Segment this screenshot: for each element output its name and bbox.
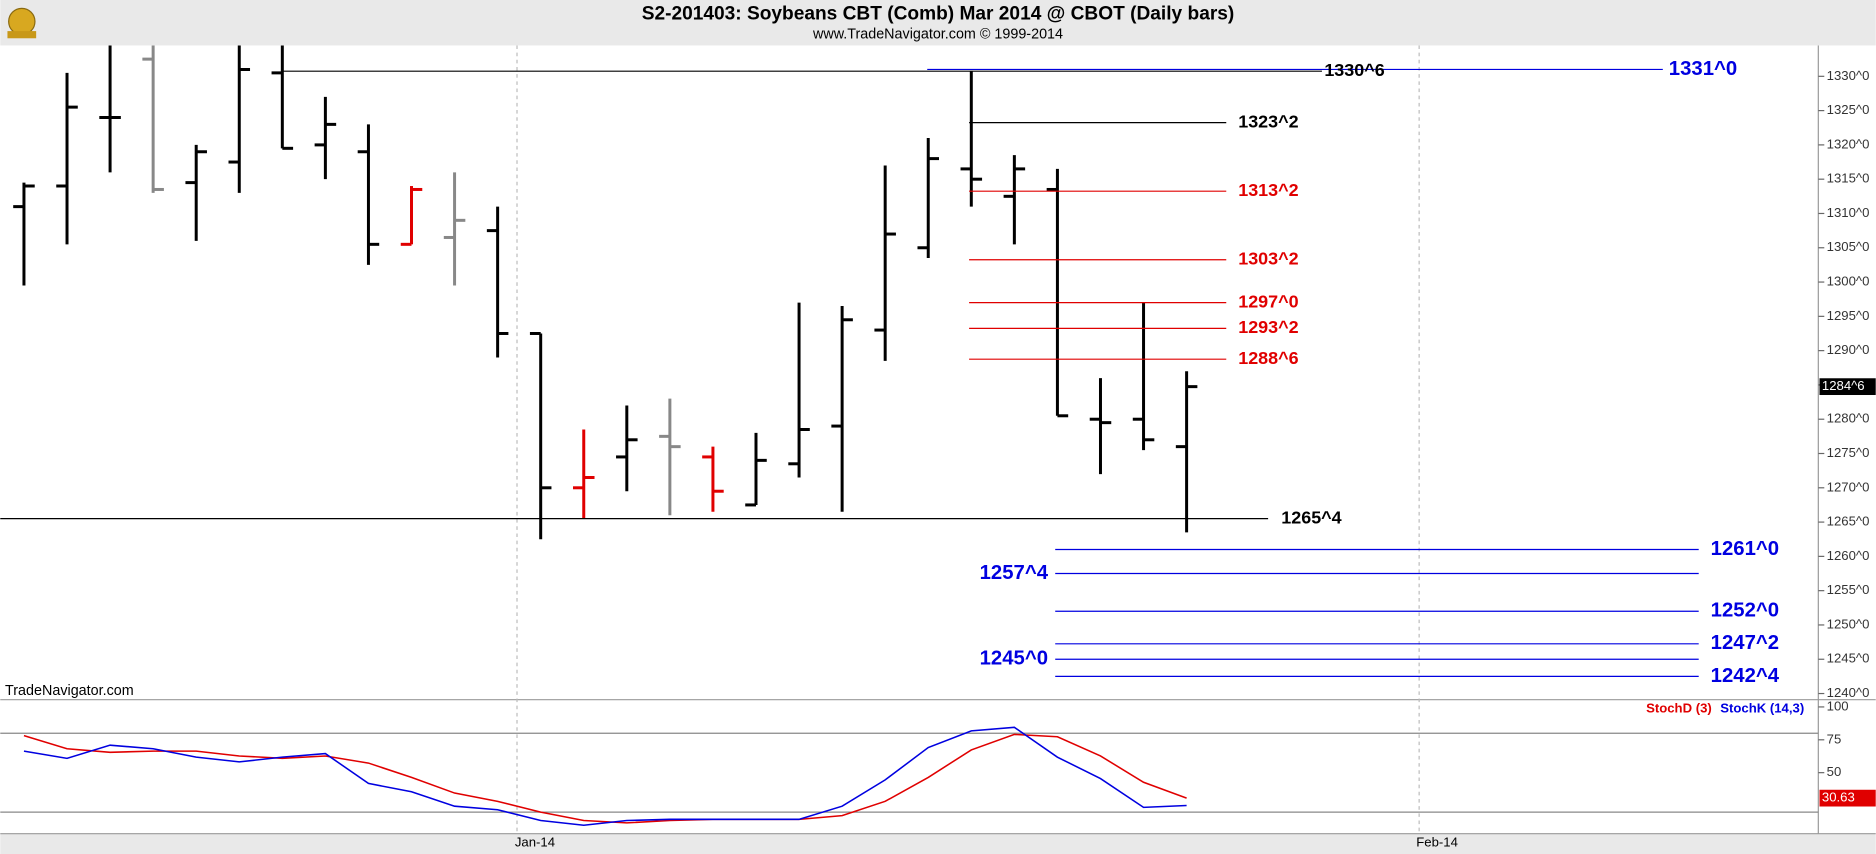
x-tick-label: Feb-14 [1416, 835, 1458, 850]
last-price-box [1819, 378, 1876, 396]
last-value-label: 30.63 [1822, 790, 1855, 805]
y-tick-label: 1290^0 [1827, 342, 1870, 357]
x-tick-label: Jan-14 [515, 835, 555, 850]
y-tick-label: 1280^0 [1827, 411, 1870, 426]
level-label: 1330^6 [1324, 60, 1384, 80]
logo [7, 7, 37, 39]
level-label: 1261^0 [1711, 538, 1779, 560]
y-tick-label: 1240^0 [1827, 685, 1870, 700]
y-tick-label: 1310^0 [1827, 205, 1870, 220]
y-tick-label: 1275^0 [1827, 445, 1870, 460]
y-tick-label: 1300^0 [1827, 274, 1870, 289]
chart-subtitle: www.TradeNavigator.com © 1999-2014 [812, 26, 1063, 42]
level-label: 1265^4 [1281, 507, 1341, 527]
level-label: 1331^0 [1669, 58, 1737, 80]
y-tick-label: 1260^0 [1827, 548, 1870, 563]
y-tick-label: 1320^0 [1827, 136, 1870, 151]
level-label: 1245^0 [980, 648, 1048, 670]
stoch-line [23, 733, 1187, 824]
y-tick-label: 1250^0 [1827, 616, 1870, 631]
legend-entry: StochD (3) [1646, 701, 1712, 716]
level-label: 1303^2 [1238, 248, 1298, 268]
y-tick-label: 1255^0 [1827, 582, 1870, 597]
level-label: 1242^4 [1711, 665, 1780, 687]
y-tick-label: 1295^0 [1827, 308, 1870, 323]
level-label: 1323^2 [1238, 111, 1298, 131]
level-label: 1252^0 [1711, 600, 1779, 622]
last-value-box [1819, 789, 1876, 807]
y-tick-label: 1315^0 [1827, 171, 1870, 186]
chart-title: S2-201403: Soybeans CBT (Comb) Mar 2014 … [642, 3, 1235, 24]
y-tick-label: 100 [1827, 698, 1849, 713]
y-tick-label: 1305^0 [1827, 239, 1870, 254]
level-label: 1293^2 [1238, 317, 1298, 337]
level-label: 1288^6 [1238, 348, 1298, 368]
last-price-label: 1284^6 [1822, 378, 1865, 393]
header [0, 0, 1876, 46]
level-label: 1313^2 [1238, 180, 1298, 200]
y-tick-label: 1325^0 [1827, 102, 1870, 117]
level-label: 1257^4 [980, 562, 1049, 584]
y-tick-label: 1330^0 [1827, 68, 1870, 83]
y-tick-label: 75 [1827, 731, 1842, 746]
y-tick-label: 1265^0 [1827, 514, 1870, 529]
price-pane [13, 45, 1198, 540]
y-tick-label: 1245^0 [1827, 651, 1870, 666]
legend-entry: StochK (14,3) [1720, 701, 1804, 716]
level-label: 1297^0 [1238, 291, 1298, 311]
watermark: TradeNavigator.com [5, 683, 134, 699]
level-label: 1247^2 [1711, 632, 1779, 654]
stoch-line [23, 726, 1187, 827]
footer [0, 833, 1876, 854]
y-tick-label: 1270^0 [1827, 479, 1870, 494]
y-tick-label: 50 [1827, 764, 1842, 779]
